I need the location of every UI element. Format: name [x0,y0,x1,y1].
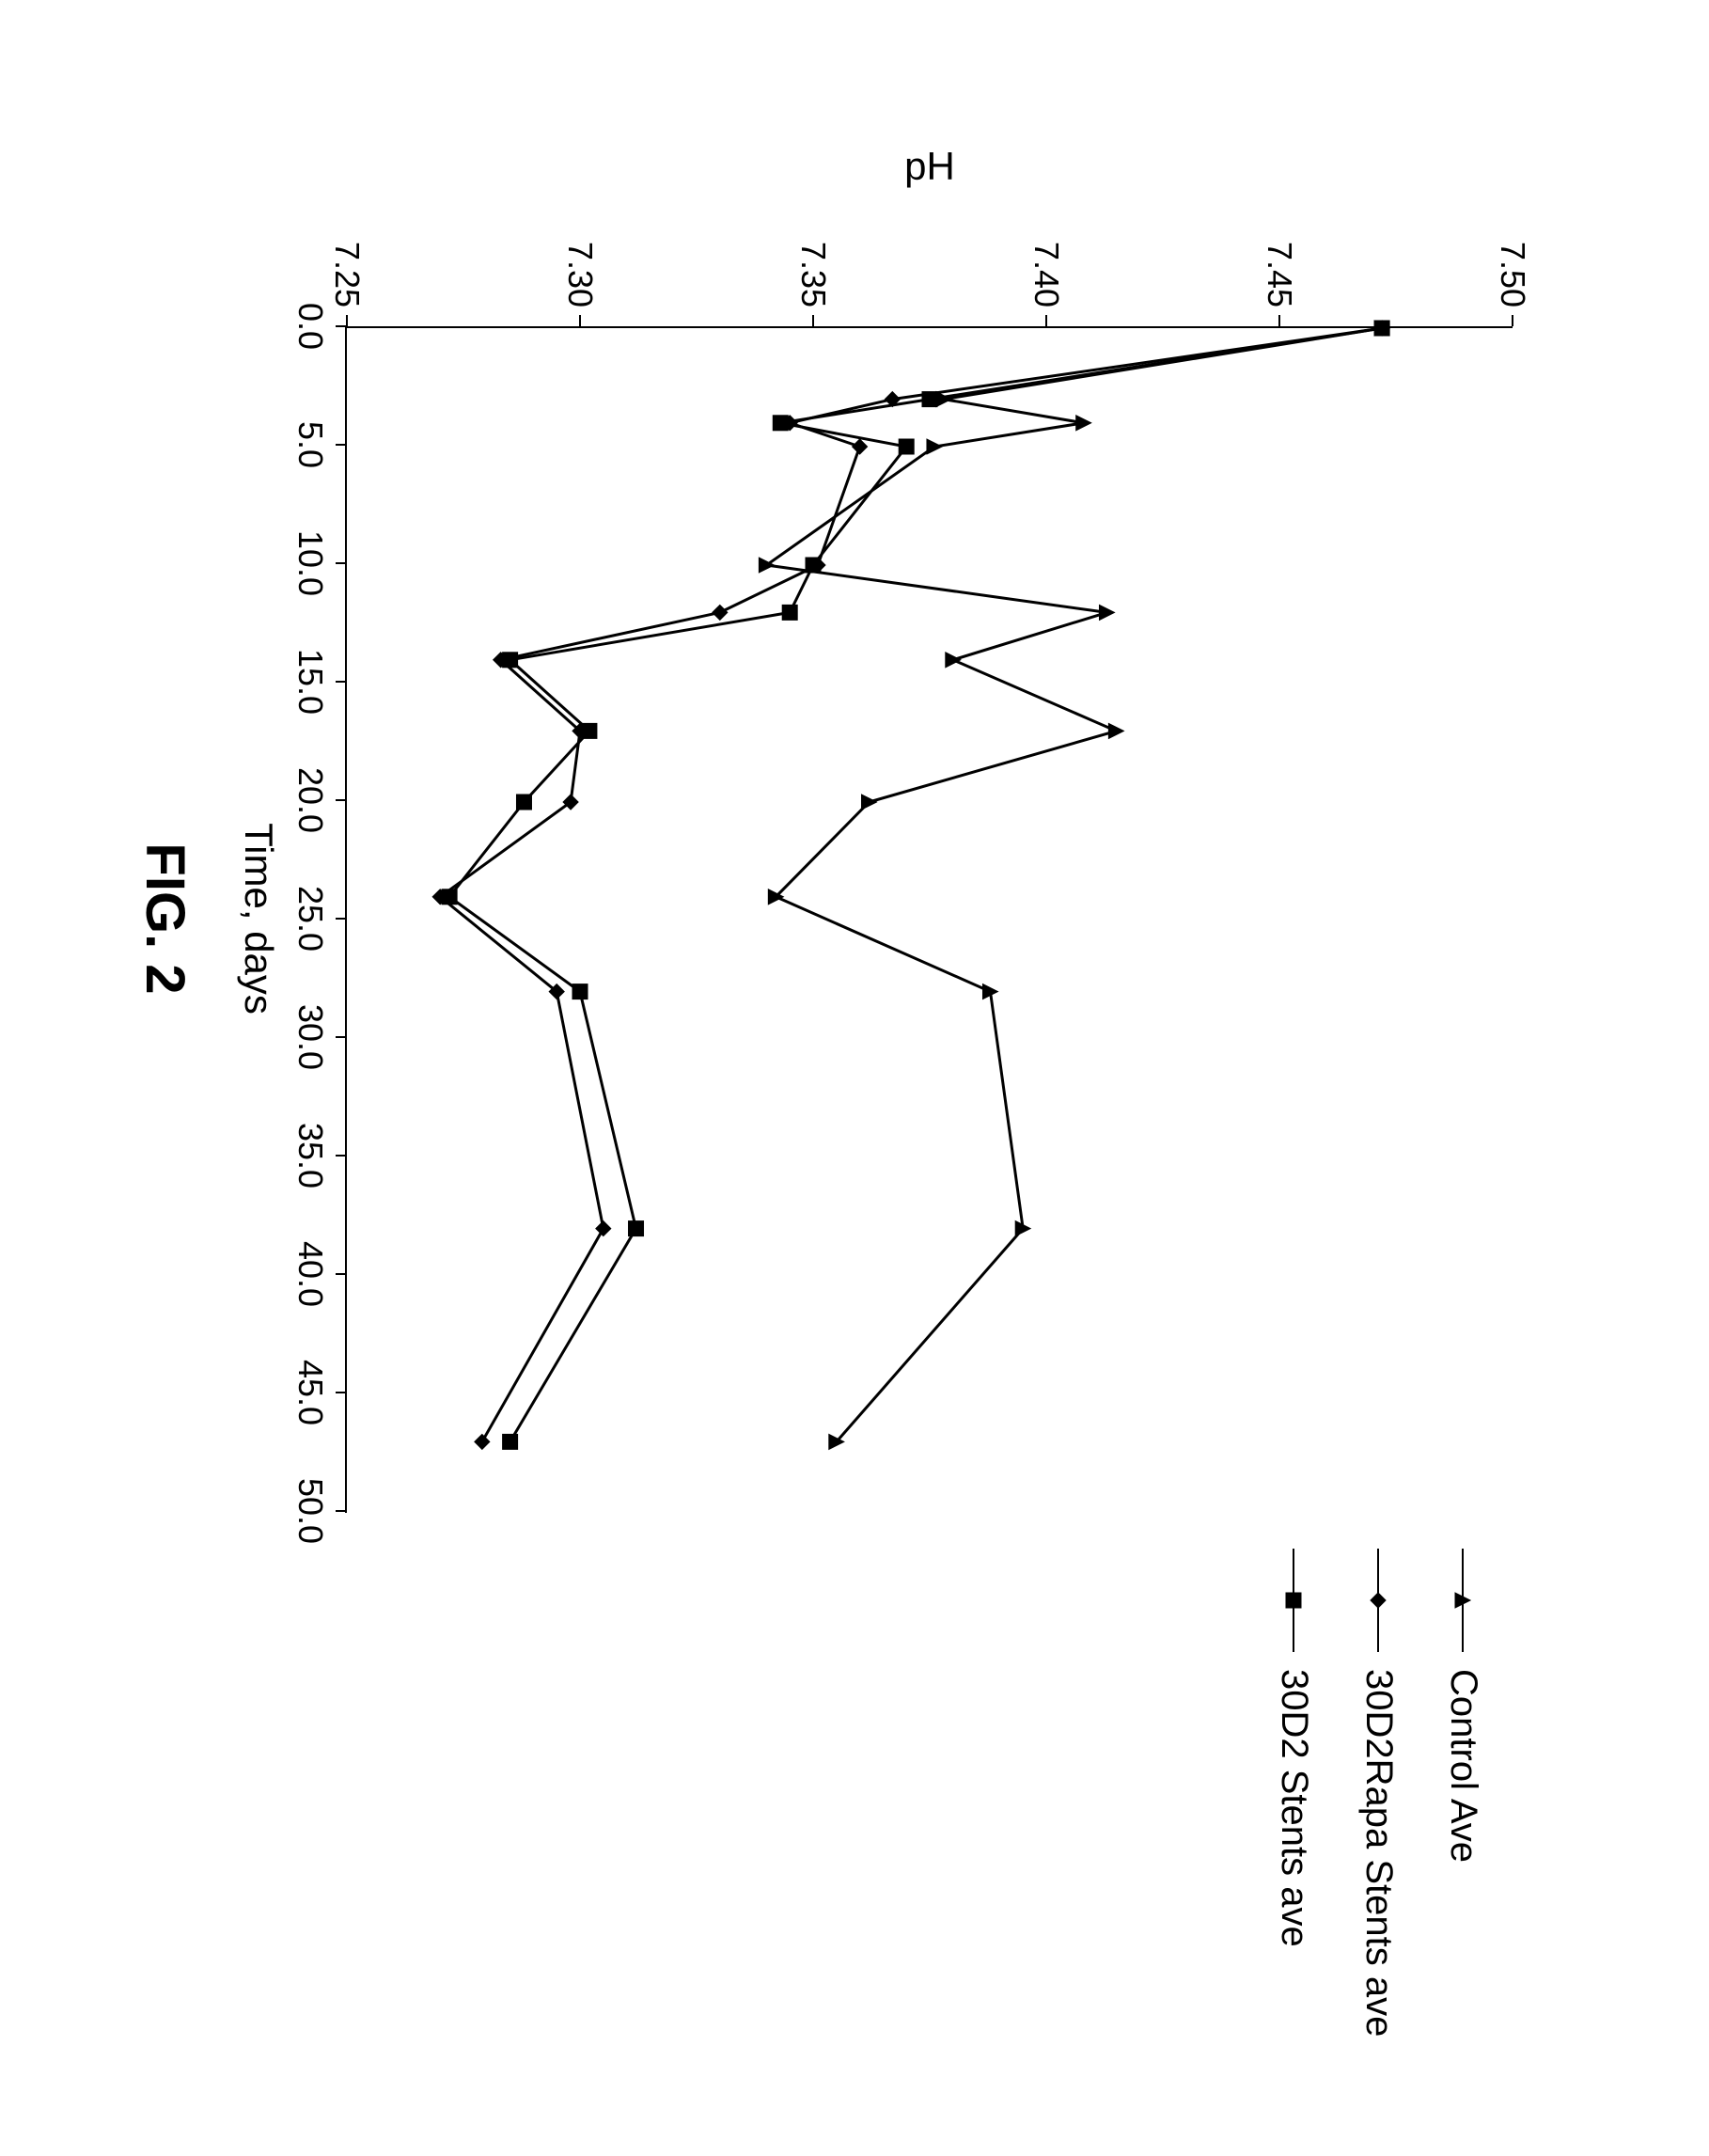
legend-marker-icon [1452,1549,1475,1652]
plot-area [345,326,1513,1513]
legend-item: Control Ave [1442,1549,1484,1863]
chart-marker-square-icon [899,439,914,454]
y-axis-tick-label: 7.35 [793,195,833,307]
chart-marker-triangle-icon [862,795,877,810]
chart-marker-triangle-icon [759,558,774,573]
x-axis-tick [336,1392,347,1393]
legend-sample [1283,1549,1306,1652]
chart-marker-square-icon [773,415,788,430]
x-axis-tick-label: 50.0 [290,1477,330,1543]
x-axis-tick [336,325,347,327]
chart-marker-diamond-icon [475,1434,490,1449]
chart-marker-diamond-icon [596,1220,611,1235]
rotated-chart-wrapper: Control Ave30D2Rapa Stents ave30D2 Stent… [121,138,1588,2019]
y-axis-tick [579,315,581,326]
y-axis-tick [1045,315,1047,326]
chart-marker-triangle-icon [927,439,942,454]
chart-marker-triangle-icon [1456,1593,1471,1608]
y-axis-tick [346,315,348,326]
x-axis-tick-label: 30.0 [290,1003,330,1069]
y-axis-tick-label: 7.25 [327,195,367,307]
chart-marker-square-icon [922,391,937,406]
chart-marker-square-icon [1374,321,1389,336]
series-line [766,328,1382,1441]
x-axis-tick-label: 35.0 [290,1122,330,1188]
x-axis-title: Time, days [236,823,281,1015]
x-axis-tick [336,1273,347,1275]
x-axis-tick [336,1155,347,1157]
chart-marker-square-icon [442,889,457,904]
legend-sample [1452,1549,1475,1652]
y-axis-tick [1512,315,1513,326]
chart: Control Ave30D2Rapa Stents ave30D2 Stent… [121,138,1588,2019]
y-axis-tick [812,315,814,326]
chart-marker-triangle-icon [1099,605,1114,620]
y-axis-tick-label: 7.45 [1260,195,1299,307]
chart-marker-diamond-icon [1372,1593,1387,1608]
legend-item: 30D2Rapa Stents ave [1357,1549,1400,2037]
chart-marker-square-icon [806,558,821,573]
page: { "page": { "width": 1818, "height": 229… [0,0,1709,2156]
legend-label: 30D2 Stents ave [1273,1669,1315,1947]
series-layer [347,328,1513,1513]
legend-marker-icon [1368,1549,1390,1652]
legend-item: 30D2 Stents ave [1273,1549,1315,1947]
chart-marker-diamond-icon [853,439,868,454]
x-axis-tick [336,444,347,446]
y-axis-tick [1278,315,1280,326]
legend-label: 30D2Rapa Stents ave [1357,1669,1400,2037]
y-axis-tick-label: 7.40 [1027,195,1066,307]
x-axis-tick [336,1036,347,1038]
chart-marker-square-icon [582,723,597,738]
y-axis-tick-label: 7.50 [1493,195,1532,307]
y-axis-tick-label: 7.30 [560,195,600,307]
series-line [449,328,1382,1441]
x-axis-tick-label: 0.0 [290,302,330,349]
x-axis-tick [336,562,347,564]
legend-marker-icon [1283,1549,1306,1652]
chart-marker-diamond-icon [713,605,728,620]
x-axis-tick-label: 10.0 [290,529,330,595]
chart-marker-triangle-icon [1108,723,1123,738]
figure-caption: FIG. 2 [133,842,196,994]
chart-marker-square-icon [1287,1593,1302,1608]
chart-marker-square-icon [572,984,588,999]
x-axis-tick-label: 45.0 [290,1359,330,1424]
x-axis-tick [336,799,347,801]
y-axis-title: pH [904,144,955,189]
x-axis-tick [336,918,347,920]
chart-marker-square-icon [503,1434,518,1449]
x-axis-tick-label: 25.0 [290,885,330,951]
series-line [440,328,1382,1441]
legend-label: Control Ave [1442,1669,1484,1863]
chart-marker-square-icon [503,652,518,667]
x-axis-tick [336,1510,347,1512]
legend-sample [1368,1549,1390,1652]
chart-marker-square-icon [782,605,797,620]
chart-marker-triangle-icon [946,652,961,667]
x-axis-tick [336,681,347,683]
x-axis-tick-label: 40.0 [290,1240,330,1306]
x-axis-tick-label: 15.0 [290,648,330,714]
chart-marker-square-icon [516,795,531,810]
chart-marker-square-icon [629,1220,644,1235]
x-axis-tick-label: 5.0 [290,420,330,467]
x-axis-tick-label: 20.0 [290,766,330,832]
chart-marker-triangle-icon [1076,415,1091,430]
